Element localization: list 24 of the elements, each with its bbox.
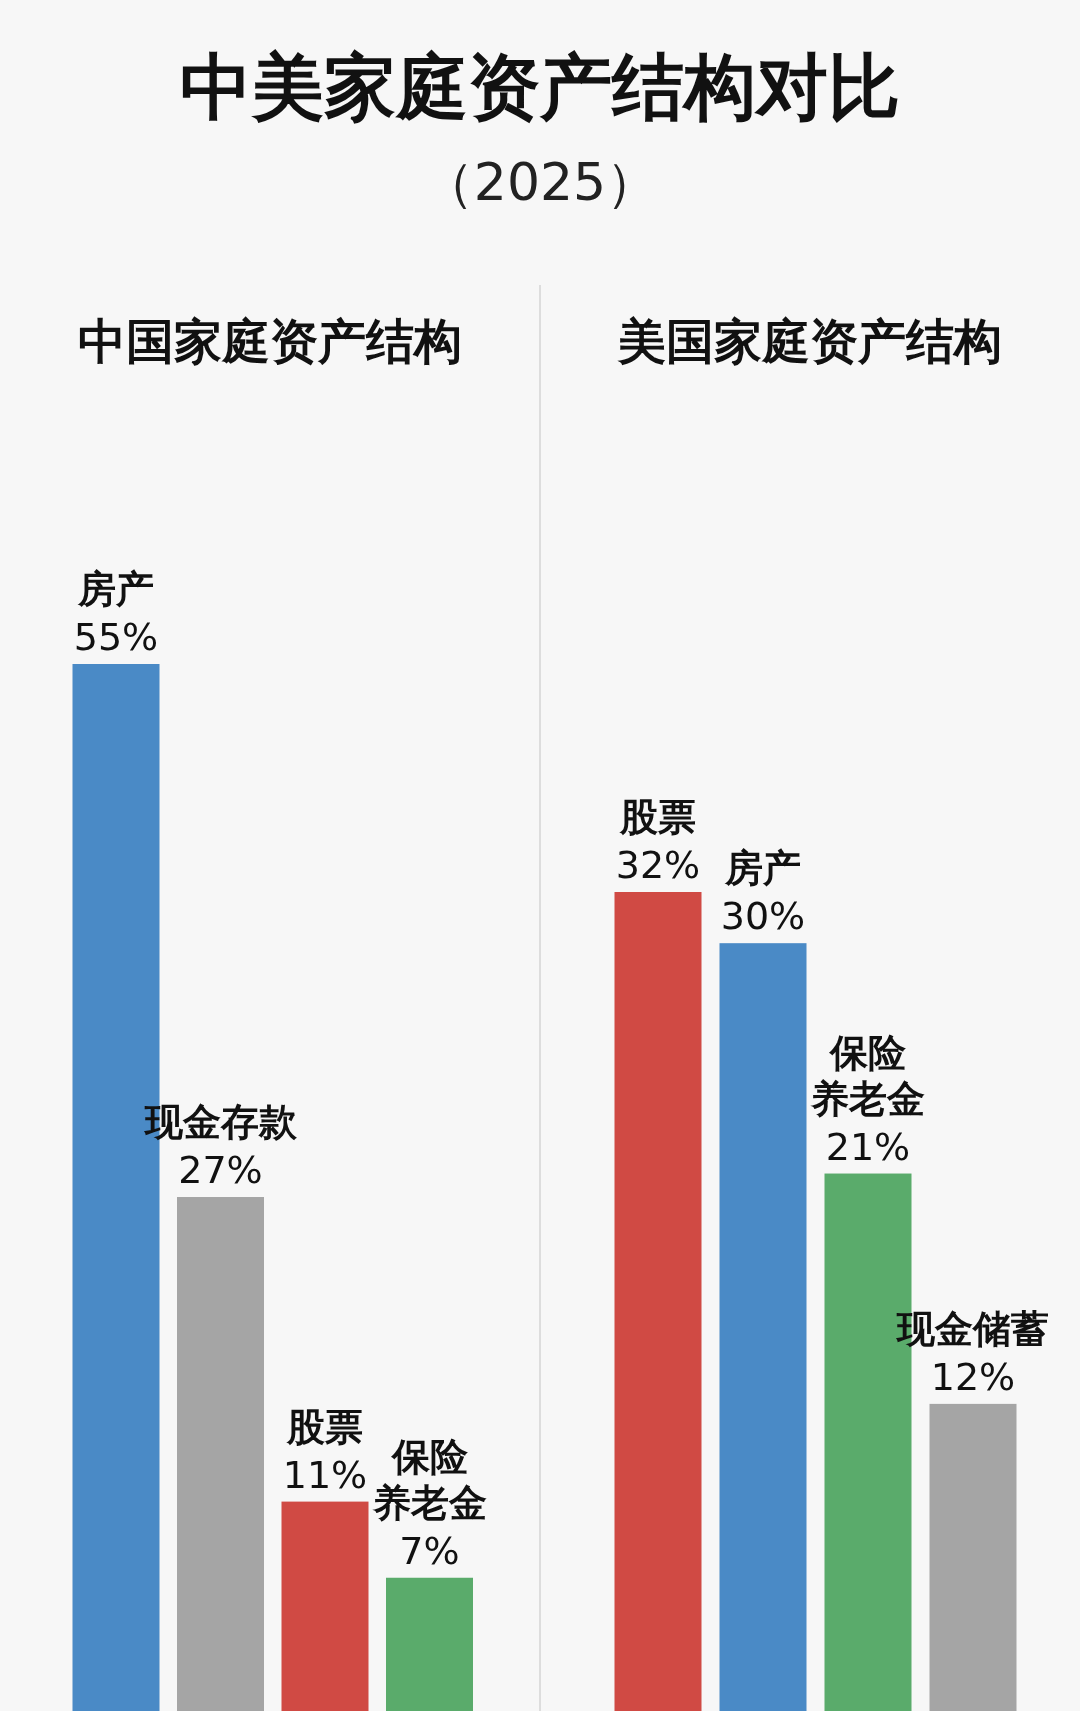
data-label: 30%: [720, 894, 806, 939]
x-tick-label: 房产: [724, 846, 801, 891]
data-label: 32%: [615, 843, 701, 887]
text: （2025）: [421, 152, 659, 212]
bar: [614, 892, 702, 1711]
x-tick-label: 股票: [286, 1404, 363, 1449]
data-label: 11%: [282, 1452, 368, 1497]
data-label: 12%: [930, 1354, 1016, 1399]
data-label: 7%: [399, 1528, 460, 1573]
x-tick-label: 房产: [77, 567, 154, 611]
x-tick-label: 股票: [619, 795, 696, 839]
x-tick-label: 保险养老金: [371, 1434, 487, 1525]
data-label: 27%: [178, 1148, 263, 1193]
chart-title: 美国家庭资产结构: [617, 313, 1002, 369]
bar: [719, 943, 807, 1711]
bar: [281, 1501, 369, 1711]
data-label: 55%: [73, 615, 159, 659]
bar: [386, 1577, 473, 1711]
bar: [177, 1197, 264, 1711]
bar: [929, 1403, 1017, 1711]
data-label: 21%: [825, 1124, 911, 1169]
text: 中美家庭资产结构对比: [180, 45, 900, 129]
x-tick-label: 保险养老金: [810, 1030, 925, 1121]
chart-title: 中国家庭资产结构: [78, 313, 462, 369]
